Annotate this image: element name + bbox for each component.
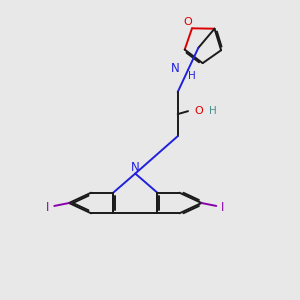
Text: O: O	[194, 106, 203, 116]
Text: N: N	[131, 160, 140, 174]
Text: O: O	[183, 17, 192, 27]
Text: I: I	[46, 201, 50, 214]
Text: N: N	[171, 62, 180, 75]
Text: H: H	[188, 71, 195, 81]
Text: H: H	[208, 106, 216, 116]
Text: I: I	[221, 201, 224, 214]
